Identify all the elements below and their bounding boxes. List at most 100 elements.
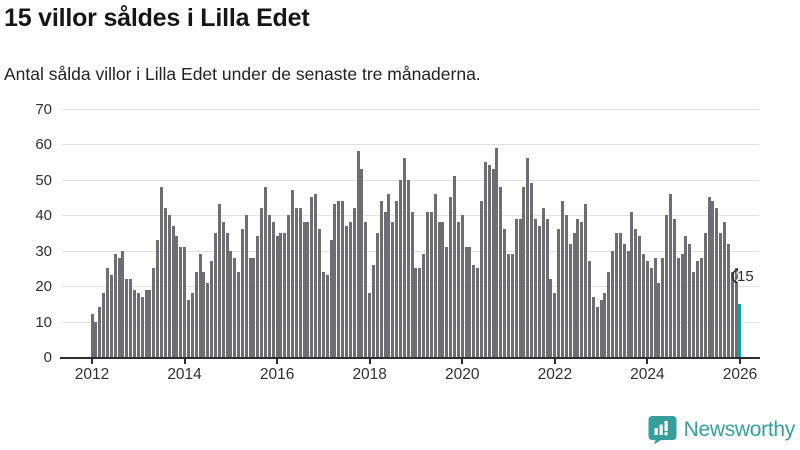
bar (634, 229, 638, 357)
x-axis-tick (183, 359, 186, 364)
bar (275, 236, 279, 357)
bar (672, 218, 676, 357)
gridline (62, 144, 759, 146)
bar (653, 257, 657, 357)
bar (657, 282, 661, 357)
bar (345, 225, 349, 357)
bar (730, 271, 734, 357)
bar (676, 257, 680, 357)
bar (136, 293, 140, 357)
bar (98, 307, 102, 357)
bar (530, 183, 534, 357)
x-axis-tick (368, 359, 371, 364)
brand-footer: Newsworthy (648, 415, 795, 445)
bar (206, 282, 210, 357)
bar (680, 254, 684, 357)
bar (383, 211, 387, 357)
bar (121, 250, 125, 357)
bar (395, 200, 399, 357)
brand-name: Newsworthy (683, 418, 796, 441)
bar (352, 208, 356, 357)
bar (510, 254, 514, 357)
bar (167, 215, 171, 357)
bar (306, 222, 310, 357)
bar (198, 254, 202, 357)
bar (503, 229, 507, 357)
bar (645, 261, 649, 357)
bar (572, 232, 576, 357)
bar (194, 271, 198, 357)
bar (109, 275, 113, 357)
bar (669, 193, 673, 357)
bar (491, 169, 495, 357)
bar (102, 293, 106, 357)
bar (94, 321, 98, 357)
bar (707, 197, 711, 357)
bar (229, 250, 233, 357)
bar (642, 254, 646, 357)
bar (364, 222, 368, 357)
bar (283, 232, 287, 357)
bar (321, 271, 325, 357)
bar (125, 278, 129, 357)
x-axis-tick (276, 359, 279, 364)
bar (310, 197, 314, 357)
bar (148, 289, 152, 357)
gridline (62, 215, 759, 217)
bar (472, 264, 476, 357)
x-axis-tick (91, 359, 93, 364)
bar (298, 208, 302, 357)
bar (252, 257, 256, 357)
bar (630, 211, 634, 357)
bar (406, 179, 410, 357)
bar (692, 271, 696, 357)
bar (665, 215, 669, 357)
bar (453, 176, 457, 357)
bar (279, 232, 283, 357)
bar (518, 218, 522, 357)
x-axis-tick (646, 359, 649, 364)
bar (615, 232, 619, 357)
bar (210, 261, 214, 357)
bar (294, 208, 298, 357)
bar (557, 229, 561, 357)
x-axis-tick-label: 2012 (74, 366, 110, 383)
bar (588, 261, 592, 357)
bar (638, 236, 642, 357)
bar (607, 271, 611, 357)
x-axis-tick-label: 2014 (167, 366, 202, 383)
bar (237, 271, 241, 357)
bar (287, 215, 291, 357)
bar (526, 158, 530, 357)
bar (368, 293, 372, 357)
bar (553, 293, 557, 357)
bar (499, 186, 503, 357)
bar (649, 268, 653, 357)
bar (703, 232, 707, 357)
highlight-bar (738, 303, 742, 357)
x-axis-tick-label: 2024 (630, 366, 665, 383)
gridline (62, 286, 759, 288)
bar (734, 268, 738, 357)
bar (507, 254, 511, 357)
y-axis-tick-label: 10 (35, 313, 52, 331)
bar (90, 314, 94, 357)
bar (464, 247, 468, 357)
bar (561, 200, 565, 357)
bar (233, 257, 237, 357)
chart-subtitle: Antal sålda villor i Lilla Edet under de… (4, 64, 481, 84)
bar (391, 222, 395, 357)
x-axis-tick (553, 359, 556, 364)
bar (113, 254, 117, 357)
bar (460, 215, 464, 357)
bar (402, 158, 406, 357)
bar (711, 200, 715, 357)
y-axis-tick-label: 0 (43, 349, 52, 366)
bar (387, 193, 391, 357)
bar (445, 247, 449, 357)
y-axis-tick-label: 60 (35, 136, 52, 154)
x-axis-tick (738, 359, 741, 364)
gridline (62, 250, 759, 252)
bar (314, 193, 318, 357)
bar (213, 232, 217, 357)
